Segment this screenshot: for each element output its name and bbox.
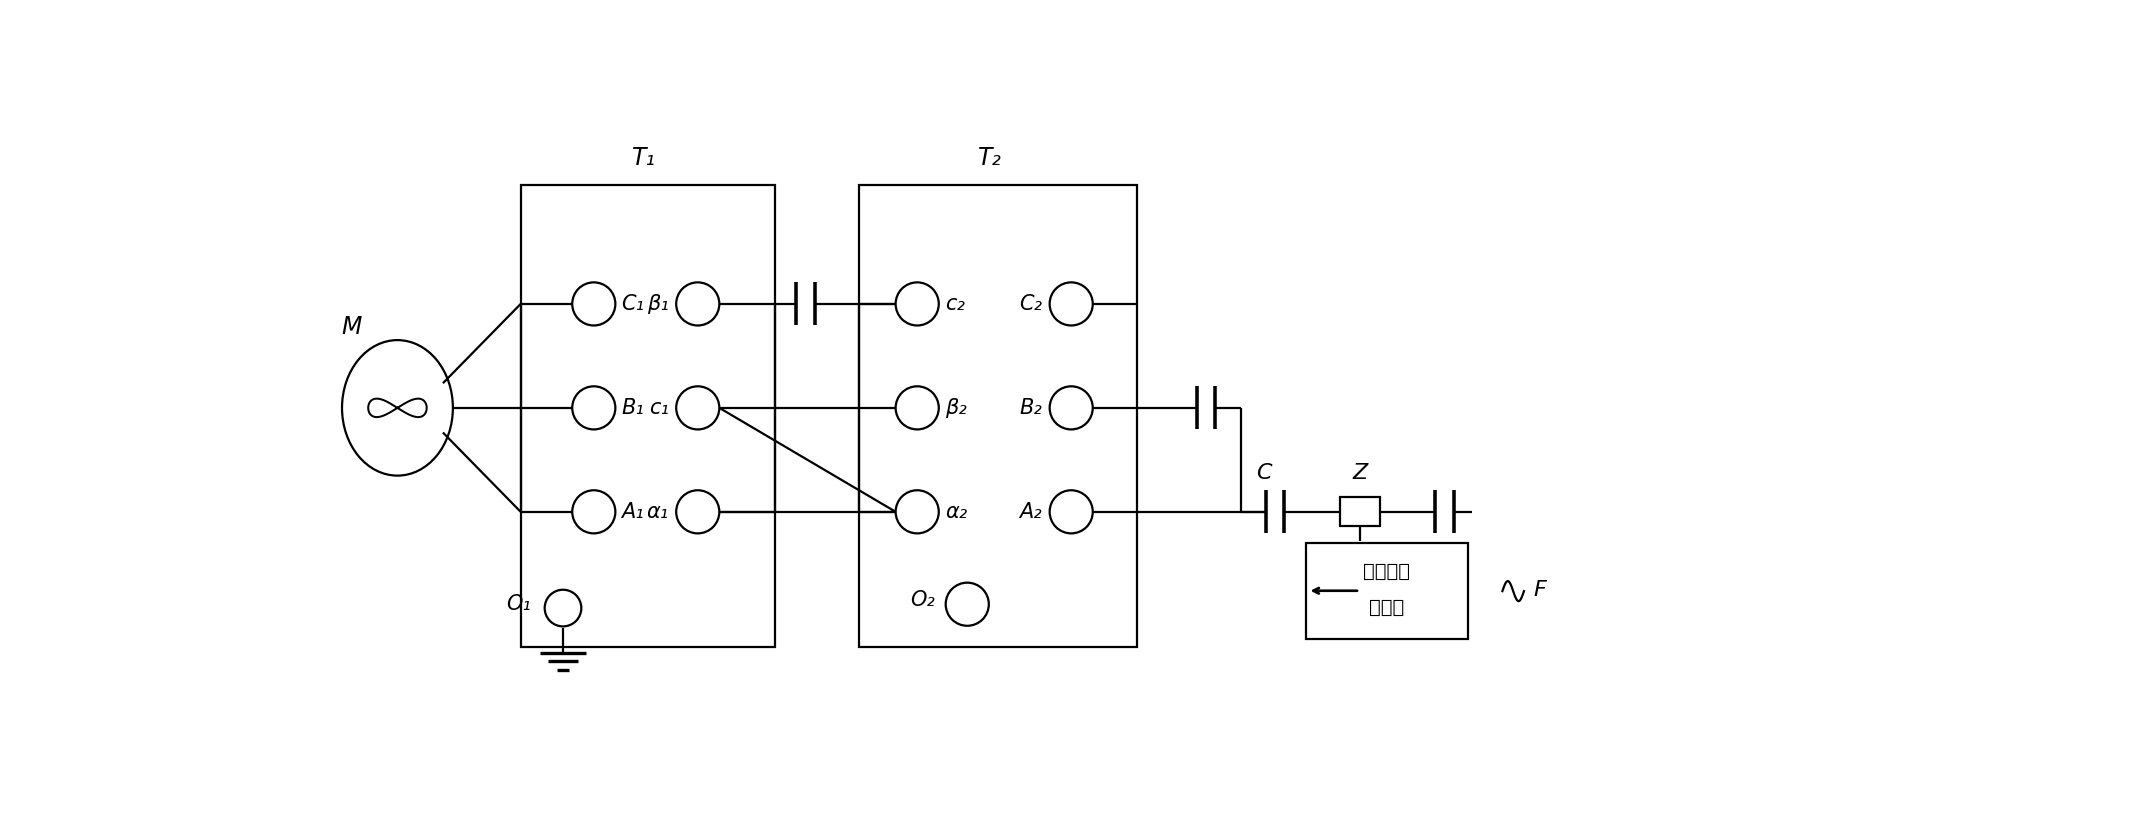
Bar <box>860 185 1136 646</box>
Text: α₁: α₁ <box>645 502 669 522</box>
Text: A₁: A₁ <box>622 502 643 522</box>
Text: c₁: c₁ <box>650 398 669 418</box>
Text: c₂: c₂ <box>944 294 966 314</box>
Bar <box>521 185 774 646</box>
Text: 检测仪: 检测仪 <box>1370 598 1405 617</box>
Text: α₂: α₂ <box>944 502 968 522</box>
Text: B₁: B₁ <box>622 398 645 418</box>
Text: T₂: T₂ <box>979 146 1002 170</box>
Text: O₂: O₂ <box>910 590 936 611</box>
Bar <box>1340 498 1381 527</box>
Text: β₂: β₂ <box>944 398 966 418</box>
Text: C₂: C₂ <box>1020 294 1041 314</box>
Text: C: C <box>1256 463 1271 483</box>
Text: β₁: β₁ <box>647 294 669 314</box>
Text: A₂: A₂ <box>1020 502 1041 522</box>
Text: Z: Z <box>1353 463 1368 483</box>
Text: B₂: B₂ <box>1020 398 1041 418</box>
Text: C₁: C₁ <box>622 294 645 314</box>
Text: 局部放电: 局部放电 <box>1364 562 1411 581</box>
Text: O₁: O₁ <box>505 594 531 614</box>
Text: T₁: T₁ <box>632 146 656 170</box>
Text: F: F <box>1534 580 1547 600</box>
Bar <box>1306 542 1467 639</box>
Text: M: M <box>342 315 361 339</box>
